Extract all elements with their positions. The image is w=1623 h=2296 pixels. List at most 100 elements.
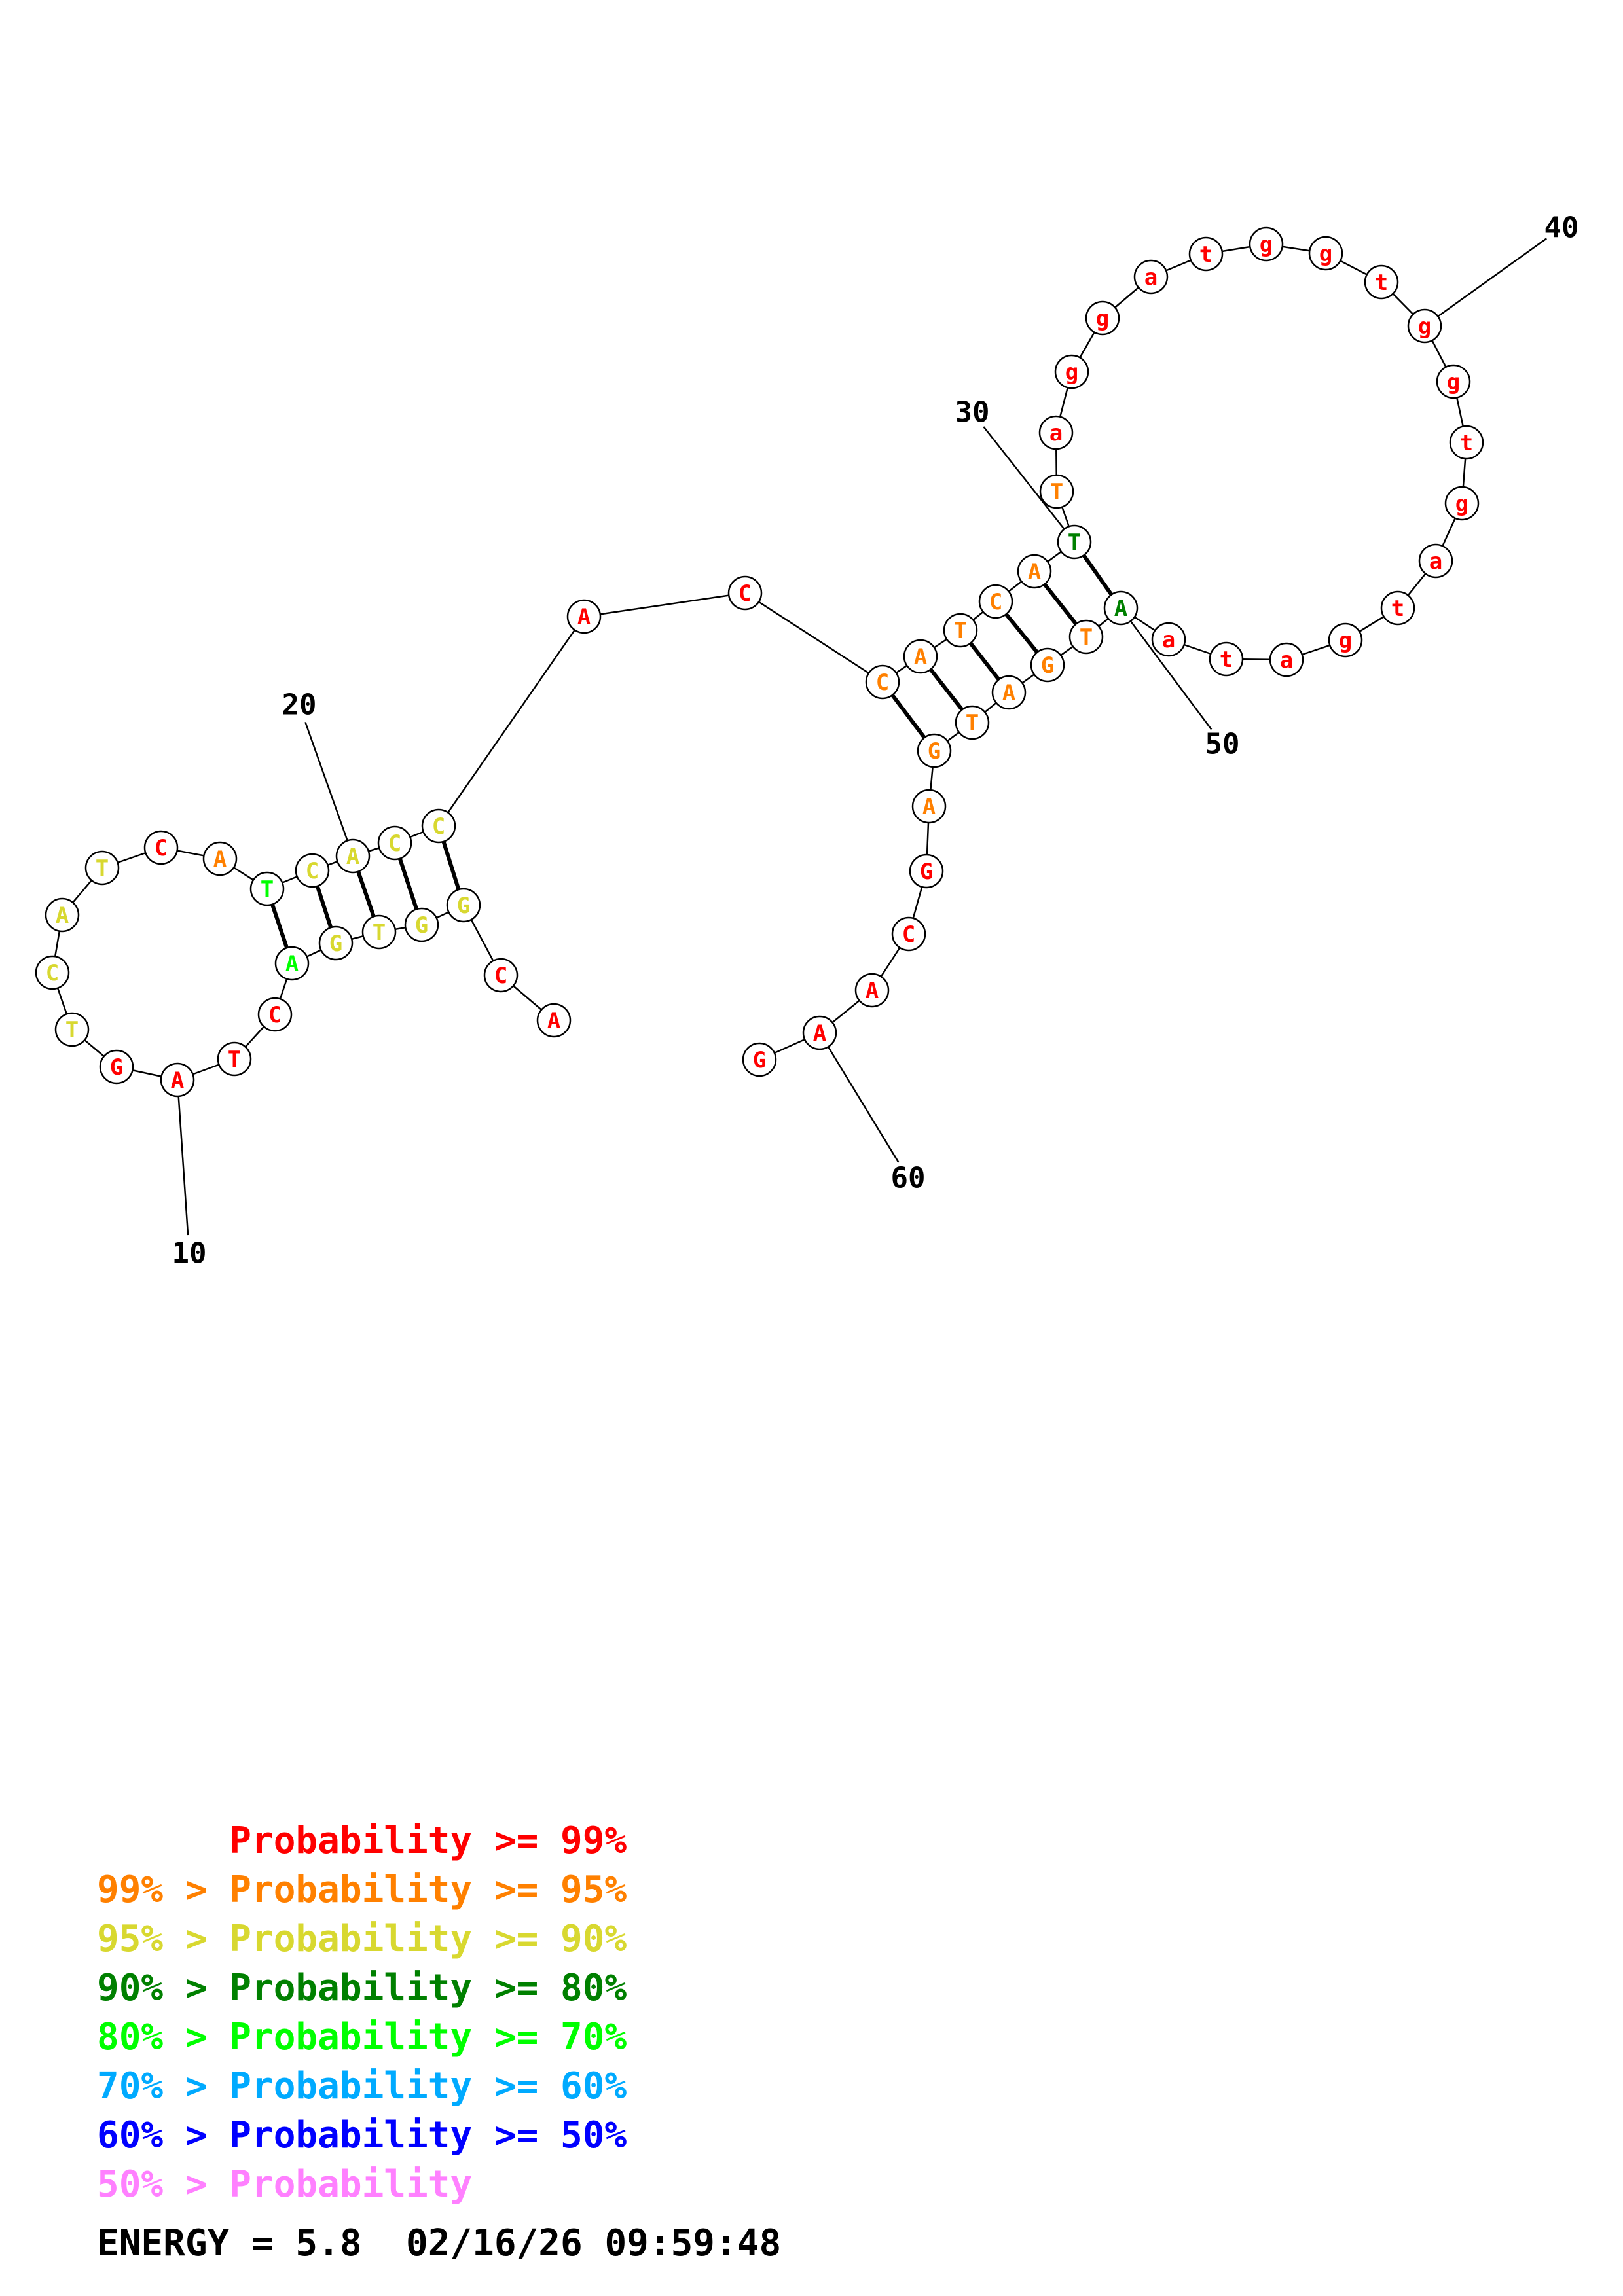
- nucleotide-letter: C: [388, 831, 401, 857]
- nucleotide-circle: [160, 1062, 195, 1098]
- nucleotide-letter: A: [1028, 559, 1041, 585]
- nucleotide-circle: [295, 853, 330, 888]
- nucleotide-circle: [1151, 622, 1186, 657]
- nucleotide-circle: [1209, 641, 1244, 677]
- nucleotide-5: T: [361, 914, 397, 950]
- position-tick: [818, 1032, 900, 1163]
- nucleotide-circle: [1068, 619, 1104, 655]
- nucleotide-circle: [727, 575, 763, 611]
- legend-row-95: 99% > Probability >= 95%: [97, 1869, 627, 1911]
- nucleotide-circle: [1249, 226, 1284, 262]
- nucleotide-4: G: [404, 907, 439, 942]
- nucleotide-61: G: [742, 1042, 777, 1077]
- nucleotide-letter: T: [1080, 624, 1093, 651]
- backbone-segment: [583, 592, 746, 618]
- nucleotide-circle: [1188, 236, 1224, 272]
- nucleotide-circle: [446, 888, 481, 923]
- nucleotide-letter: C: [46, 960, 59, 986]
- nucleotide-circle: [45, 897, 80, 933]
- nucleotide-31: T: [1039, 474, 1074, 509]
- nucleotide-57: G: [909, 853, 944, 889]
- nucleotide-41: g: [1436, 364, 1471, 399]
- nucleotide-32: a: [1038, 415, 1074, 450]
- nucleotide-letter: g: [1065, 359, 1078, 386]
- nucleotide-circle: [536, 1003, 572, 1038]
- position-tick: [1424, 238, 1547, 327]
- nucleotide-circle: [1328, 622, 1363, 658]
- position-label-40: 40: [1544, 211, 1579, 245]
- legend-row-99: Probability >= 99%: [97, 1820, 627, 1862]
- position-tick: [176, 1079, 189, 1236]
- nucleotide-45: t: [1380, 590, 1415, 626]
- nucleotide-circle: [1380, 590, 1415, 626]
- nucleotide-circle: [1364, 264, 1399, 300]
- nucleotide-letter: A: [213, 846, 227, 872]
- position-tick: [1120, 607, 1213, 730]
- nucleotide-circle: [404, 907, 439, 942]
- nucleotide-37: g: [1249, 226, 1284, 262]
- nucleotide-40: g: [1407, 308, 1442, 344]
- nucleotide-letter: a: [1429, 548, 1442, 575]
- nucleotide-34: g: [1085, 300, 1120, 336]
- nucleotide-circle: [217, 1041, 252, 1077]
- nucleotide-circle: [1407, 308, 1442, 344]
- nucleotide-circle: [903, 639, 938, 674]
- nucleotide-circle: [1030, 647, 1065, 683]
- nucleotide-letter: G: [1041, 653, 1054, 679]
- nucleotide-letter: C: [306, 858, 319, 884]
- nucleotide-letter: A: [285, 951, 299, 977]
- nucleotide-44: a: [1418, 543, 1453, 579]
- nucleotide-17: A: [202, 841, 238, 876]
- nucleotide-2: C: [483, 958, 519, 993]
- nucleotide-26: A: [903, 639, 938, 674]
- nucleotide-circle: [54, 1012, 90, 1047]
- nucleotide-letter: t: [1460, 430, 1473, 456]
- nucleotide-circle: [566, 599, 602, 634]
- nucleotide-letter: A: [1114, 596, 1127, 622]
- nucleotide-letter: T: [261, 876, 274, 903]
- nucleotide-circle: [917, 733, 952, 768]
- position-label-layer: 10 20 30 40 50 60: [172, 211, 1579, 1270]
- nucleotide-50: A: [1103, 590, 1139, 626]
- energy-timestamp-footer: ENERGY = 5.8 02/16/26 09:59:48: [97, 2222, 782, 2265]
- nucleotide-letter: C: [432, 814, 445, 840]
- nucleotide-letter: g: [1096, 306, 1109, 332]
- nucleotide-circle: [257, 997, 293, 1032]
- nucleotide-59: A: [854, 973, 890, 1008]
- nucleotide-8: C: [257, 997, 293, 1032]
- nucleotide-21: C: [377, 825, 412, 861]
- nucleotide-28: C: [978, 584, 1013, 619]
- nucleotide-circle: [318, 925, 354, 961]
- nucleotide-56: A: [911, 789, 947, 824]
- nucleotide-letter: T: [228, 1047, 241, 1073]
- nucleotide-circle: [991, 675, 1027, 710]
- backbone-layer: [51, 243, 1468, 1081]
- nucleotide-circle: [742, 1042, 777, 1077]
- nucleotide-letter: A: [346, 844, 359, 870]
- nucleotide-48: t: [1209, 641, 1244, 677]
- nucleotide-letter: a: [1049, 420, 1063, 446]
- legend-row-80: 90% > Probability >= 80%: [97, 1967, 627, 2009]
- nucleotide-33: g: [1054, 354, 1089, 389]
- nucleotide-letter: A: [547, 1008, 560, 1034]
- nucleotide-circle: [1017, 554, 1052, 589]
- backbone-segment: [437, 616, 585, 827]
- nucleotide-letter: C: [902, 922, 915, 948]
- position-tick: [304, 721, 354, 857]
- nucleotide-letter: G: [415, 912, 428, 939]
- nucleotide-letter: C: [989, 589, 1002, 615]
- nucleotide-circle: [35, 955, 70, 990]
- nucleotide-letter: a: [1144, 264, 1158, 291]
- nucleotide-letter: A: [813, 1020, 826, 1047]
- nucleotide-3: G: [446, 888, 481, 923]
- nucleotide-15: T: [84, 850, 120, 886]
- nucleotide-23: A: [566, 599, 602, 634]
- nucleotide-circle: [1418, 543, 1453, 579]
- nucleotide-letter: A: [56, 903, 69, 929]
- nucleotide-51: T: [1068, 619, 1104, 655]
- position-tick: [983, 426, 1075, 543]
- backbone-segment: [744, 592, 883, 683]
- legend-row-60: 70% > Probability >= 60%: [97, 2065, 627, 2108]
- nucleotide-27: T: [943, 613, 978, 648]
